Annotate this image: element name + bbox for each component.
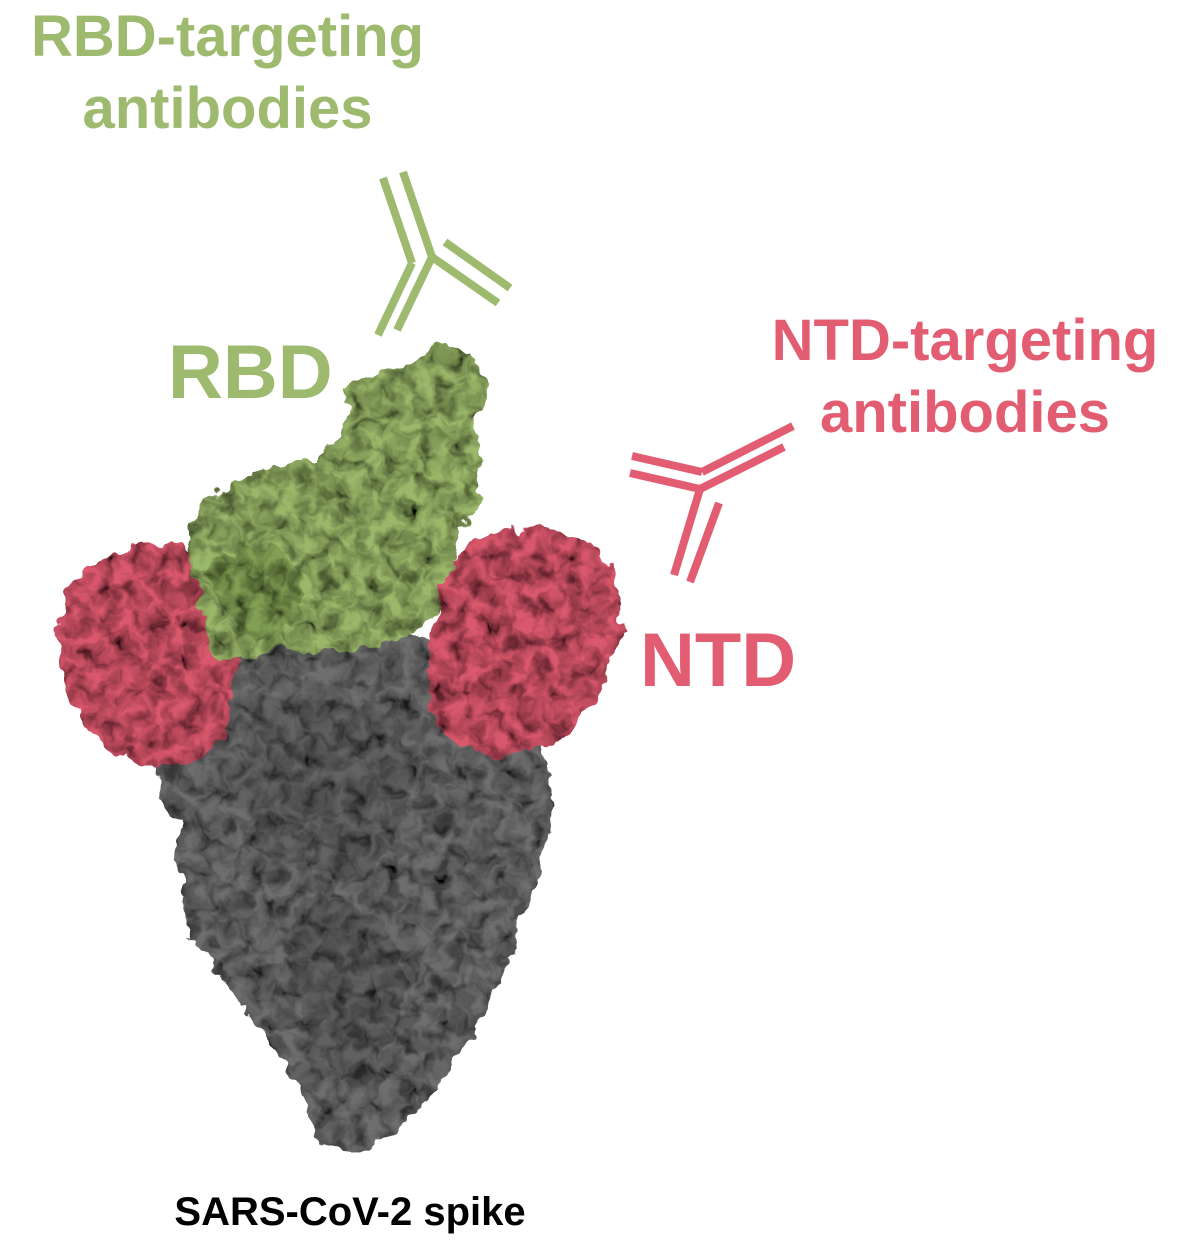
rbd-label: RBD bbox=[168, 330, 333, 415]
left-ntd-shape bbox=[57, 544, 238, 770]
rbd-antibodies-label-line1: RBD-targeting bbox=[30, 4, 425, 69]
ntd-antibodies-label-line2: antibodies bbox=[819, 380, 1111, 445]
rbd-antibodies-label: RBD-targeting antibodies bbox=[0, 8, 455, 152]
rbd-domain-shape bbox=[190, 348, 487, 657]
ntd-antibodies-label-line1: NTD-targeting bbox=[771, 308, 1159, 373]
spike-body-shape bbox=[157, 628, 552, 1150]
rbd-antibodies-label-line2: antibodies bbox=[82, 76, 373, 141]
ntd-label: NTD bbox=[640, 618, 797, 703]
right-ntd-shape bbox=[429, 528, 621, 756]
ntd-antibodies-label: NTD-targeting antibodies bbox=[740, 312, 1190, 456]
figure-caption: SARS-CoV-2 spike bbox=[174, 1190, 526, 1234]
rbd-antibody-icon bbox=[374, 170, 513, 337]
ntd-antibody-icon bbox=[629, 422, 795, 584]
